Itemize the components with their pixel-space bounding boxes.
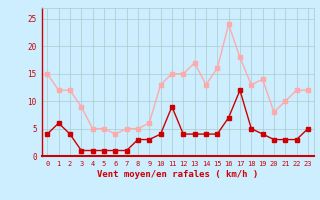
X-axis label: Vent moyen/en rafales ( km/h ): Vent moyen/en rafales ( km/h ) <box>97 170 258 179</box>
